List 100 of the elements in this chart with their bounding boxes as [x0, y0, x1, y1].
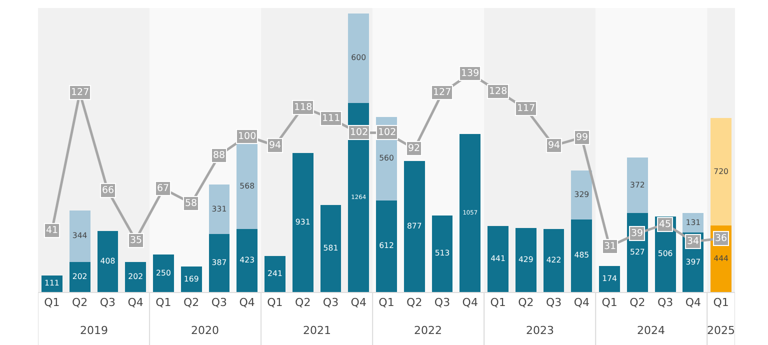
- data-label: 35: [130, 235, 142, 246]
- x-tick-label: Q3: [322, 296, 339, 310]
- bar: [515, 228, 536, 292]
- bar: [488, 226, 508, 292]
- data-label: 568: [240, 181, 255, 190]
- data-label: 329: [574, 190, 590, 199]
- data-label: 36: [715, 233, 728, 244]
- x-tick-label: Q1: [156, 296, 172, 310]
- data-label: 202: [128, 272, 144, 281]
- bar: [348, 13, 370, 104]
- x-tick-label: Q4: [350, 296, 366, 310]
- data-label: 169: [184, 274, 199, 284]
- text: 2024: [637, 324, 665, 337]
- bar: [41, 275, 62, 292]
- x-tick-label: Q4: [128, 296, 144, 310]
- x-tick-label: Q3: [100, 296, 116, 310]
- data-label: 99: [576, 132, 588, 143]
- bar: [236, 144, 258, 229]
- x-tick-label: Q2: [518, 296, 534, 310]
- data-label: 58: [185, 198, 198, 209]
- text: 2025: [707, 324, 735, 337]
- x-tick-label: Q4: [462, 296, 478, 310]
- x-tick-label: Q1: [490, 296, 506, 310]
- data-label: 250: [156, 268, 171, 278]
- data-label: 612: [379, 241, 394, 250]
- data-label: 877: [406, 221, 422, 230]
- bar: [682, 213, 704, 233]
- x-tick-label: Q2: [295, 296, 311, 310]
- data-label: 131: [686, 218, 701, 227]
- data-label: 600: [351, 53, 366, 62]
- bar: [208, 184, 230, 234]
- bar: [571, 170, 592, 220]
- data-label: 429: [518, 254, 534, 264]
- bar: [69, 210, 90, 262]
- data-label: 387: [212, 258, 227, 268]
- data-label: 331: [212, 204, 227, 214]
- bar: [626, 158, 648, 214]
- x-tick-label: Q1: [44, 296, 60, 310]
- bar: [180, 266, 202, 292]
- bar: [125, 262, 146, 292]
- bar: [432, 215, 453, 292]
- bar: [571, 220, 592, 292]
- bar: [236, 228, 258, 292]
- text: 2020: [191, 324, 219, 337]
- x-tick-label: Q1: [267, 296, 283, 310]
- data-label: 94: [548, 140, 560, 151]
- data-label: 344: [72, 231, 88, 240]
- x-tick-label: Q2: [184, 296, 200, 310]
- bar: [543, 228, 564, 292]
- bar: [292, 152, 314, 292]
- x-tick-label: Q3: [546, 296, 562, 310]
- x-tick-label: Q4: [685, 296, 702, 310]
- data-label: 174: [602, 274, 618, 283]
- data-label: 720: [714, 166, 729, 176]
- data-label: 422: [546, 255, 562, 264]
- data-label: 372: [630, 180, 645, 190]
- data-label: 202: [72, 272, 88, 281]
- data-label: 527: [630, 248, 645, 257]
- x-tick-label: Q3: [657, 296, 674, 310]
- data-label: 513: [434, 248, 450, 258]
- bar: [460, 134, 481, 292]
- data-label: 423: [240, 255, 255, 264]
- text: 2023: [526, 324, 554, 337]
- data-label: 444: [714, 254, 729, 263]
- text: 2019: [80, 324, 108, 337]
- bar: [208, 234, 230, 292]
- data-label: 111: [44, 278, 60, 288]
- data-label: 88: [213, 150, 226, 161]
- x-tick-label: Q1: [378, 296, 394, 310]
- data-label: 485: [574, 250, 590, 260]
- bar: [710, 118, 732, 226]
- bar: [404, 160, 425, 292]
- x-tick-label: Q2: [72, 296, 88, 310]
- data-label: 581: [323, 244, 338, 253]
- x-tick-label: Q2: [630, 296, 646, 310]
- data-label: 39: [631, 228, 644, 239]
- x-tick-label: Q4: [239, 296, 255, 310]
- data-label: 931: [295, 217, 310, 226]
- bar: [376, 200, 397, 292]
- x-tick-label: Q1: [713, 296, 729, 310]
- data-label: 92: [408, 143, 420, 154]
- data-label: 66: [102, 185, 114, 196]
- bar: [599, 266, 620, 292]
- data-label: 560: [379, 154, 394, 163]
- bar: [153, 254, 174, 292]
- x-tick-label: Q1: [602, 296, 618, 310]
- data-label: 31: [604, 241, 616, 252]
- bar: [348, 103, 370, 292]
- data-label: 34: [687, 236, 700, 247]
- text: 2021: [303, 324, 331, 337]
- x-tick-label: Q3: [434, 296, 450, 310]
- data-label: 94: [269, 140, 282, 151]
- bar: [320, 205, 342, 292]
- data-label: 241: [268, 268, 282, 278]
- x-tick-label: Q4: [574, 296, 590, 310]
- data-label: 45: [659, 219, 672, 230]
- bar: [69, 262, 90, 292]
- bar: [97, 231, 118, 292]
- data-label: 397: [686, 257, 701, 266]
- data-label: 41: [46, 225, 58, 236]
